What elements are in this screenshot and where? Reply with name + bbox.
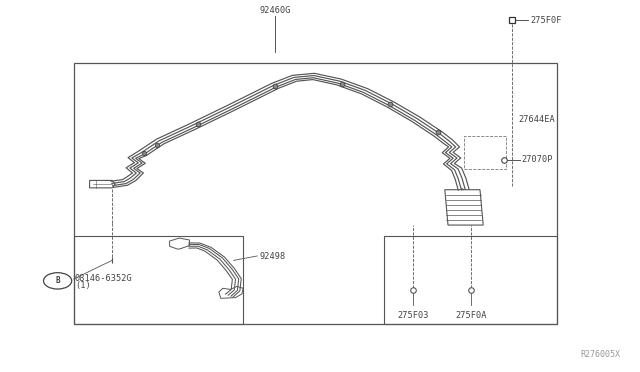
Bar [74,63,557,324]
Text: 275F03: 275F03 [397,311,429,320]
Bar [384,236,557,324]
Text: 08146-6352G: 08146-6352G [75,274,132,283]
Text: B: B [55,276,60,285]
Text: (1): (1) [75,281,91,290]
Bar [464,136,506,169]
Text: 92498: 92498 [259,252,285,261]
Bar [74,236,243,324]
Text: 27644EA: 27644EA [518,115,555,124]
Text: 92460G: 92460G [259,6,291,15]
Text: R276005X: R276005X [581,350,621,359]
Text: 275F0A: 275F0A [455,311,487,320]
Text: 27070P: 27070P [522,155,553,164]
Text: 275F0F: 275F0F [530,16,561,25]
